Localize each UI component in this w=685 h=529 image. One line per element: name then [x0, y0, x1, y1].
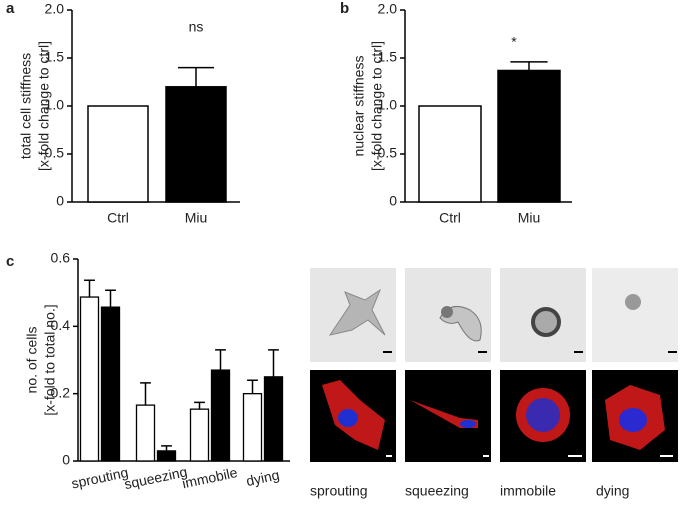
- annotation: *: [511, 34, 517, 50]
- panel-label: a: [6, 0, 15, 17]
- error-bar: [215, 349, 226, 371]
- y-tick-label: 0: [56, 193, 64, 209]
- y-axis-label: [x-fold to total no.]: [42, 304, 58, 415]
- y-tick-label: 1.0: [378, 97, 398, 113]
- error-bar: [510, 61, 548, 71]
- error-bar: [247, 379, 258, 394]
- error-bar: [84, 279, 95, 298]
- y-axis-label: total cell stiffness: [18, 53, 34, 159]
- bar: [156, 450, 177, 462]
- y-tick-label: 0.2: [51, 384, 71, 400]
- x-tick-label: sprouting: [70, 464, 130, 492]
- error-bar: [268, 349, 279, 377]
- y-axis-label: [x-fold change to ctrl]: [369, 41, 385, 171]
- cell: [531, 307, 561, 337]
- y-axis-label: nuclear stiffness: [351, 56, 367, 157]
- brightfield-image: [592, 268, 678, 362]
- y-tick-label: 0: [389, 193, 397, 209]
- y-axis-label: [x-fold change to ctrl]: [36, 41, 52, 171]
- y-tick-label: 2.0: [378, 1, 398, 17]
- y-tick-label: 0: [62, 452, 70, 468]
- y-tick-label: 0.6: [51, 250, 71, 266]
- cell: [441, 306, 453, 318]
- bar: [210, 369, 231, 462]
- nucleus: [526, 398, 560, 432]
- cell: [410, 400, 478, 428]
- image-label: immobile: [500, 483, 556, 499]
- x-tick-label: Miu: [185, 210, 208, 226]
- bar: [242, 393, 263, 462]
- panel-label: c: [6, 253, 14, 270]
- y-tick-label: 1.5: [45, 49, 65, 65]
- x-tick-label: Miu: [518, 210, 541, 226]
- bar: [497, 69, 561, 203]
- annotation: ns: [189, 19, 204, 35]
- image-label: squeezing: [405, 483, 469, 499]
- x-tick-label: Ctrl: [439, 210, 461, 226]
- cell: [625, 294, 641, 310]
- bar: [79, 296, 100, 462]
- y-tick-label: 0.5: [378, 145, 398, 161]
- y-axis-label: no. of cells: [24, 327, 40, 394]
- y-tick-label: 2.0: [45, 1, 65, 17]
- error-bar: [194, 401, 205, 410]
- y-tick-label: 0.4: [51, 317, 71, 333]
- error-bar: [178, 66, 214, 87]
- nucleus: [619, 408, 647, 432]
- bar: [189, 408, 210, 462]
- x-tick-label: Ctrl: [107, 210, 129, 226]
- x-tick-label: dying: [245, 466, 281, 489]
- bar: [418, 105, 482, 203]
- bar: [100, 306, 121, 462]
- error-bar: [105, 289, 116, 308]
- bar: [263, 376, 284, 462]
- bar: [135, 404, 156, 462]
- error-bar: [161, 445, 172, 451]
- bar: [165, 86, 227, 203]
- micrographs: [310, 268, 678, 462]
- x-tick-label: immobile: [181, 464, 239, 491]
- image-label: sprouting: [310, 483, 368, 499]
- y-tick-label: 0.5: [45, 145, 65, 161]
- x-tick-label: squeezing: [123, 463, 189, 492]
- nucleus: [460, 420, 476, 428]
- y-tick-label: 1.0: [45, 97, 65, 113]
- nucleus: [338, 409, 358, 427]
- y-tick-label: 1.5: [378, 49, 398, 65]
- panel-label: b: [340, 0, 349, 17]
- error-bar: [140, 382, 151, 406]
- bar: [87, 105, 149, 203]
- cell: [328, 288, 386, 336]
- image-label: dying: [596, 483, 629, 499]
